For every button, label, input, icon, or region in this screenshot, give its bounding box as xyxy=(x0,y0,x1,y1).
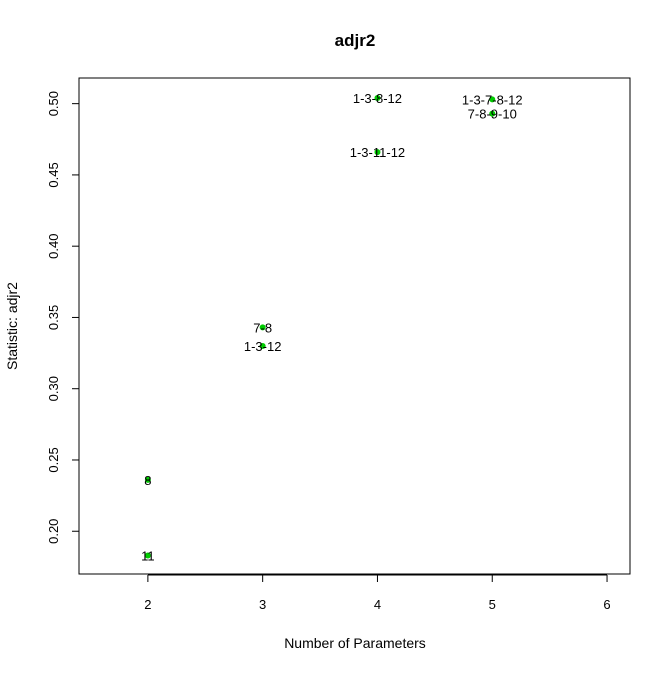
x-axis-label: Number of Parameters xyxy=(284,635,426,651)
point-label: 1-3-12 xyxy=(244,339,282,354)
x-tick-label: 6 xyxy=(603,597,610,612)
x-tick-label: 5 xyxy=(489,597,496,612)
point-label: 8 xyxy=(144,473,151,488)
y-tick-label: 0.25 xyxy=(46,447,61,472)
data-point xyxy=(144,552,151,559)
x-axis: 2 3 4 5 6 xyxy=(144,574,611,612)
x-tick-label: 4 xyxy=(374,597,381,612)
point-label: 1-3-11-12 xyxy=(350,145,405,160)
data-point xyxy=(374,149,381,156)
point-label: 1-3-8-12 xyxy=(353,91,402,106)
data-points: 8 11 7-8 1-3-12 1-3-8-12 1-3-11-12 1-3-7-8-127… xyxy=(141,91,522,564)
y-tick-label: 0.40 xyxy=(46,234,61,259)
y-tick-label: 0.35 xyxy=(46,305,61,330)
y-tick-label: 0.30 xyxy=(46,376,61,401)
y-tick-label: 0.45 xyxy=(46,162,61,187)
point-label: 7-8 xyxy=(253,320,272,335)
x-tick-label: 2 xyxy=(144,597,151,612)
point-label: 11 xyxy=(141,548,155,563)
point-label: 7-8-9-10 xyxy=(468,107,517,122)
data-point xyxy=(489,96,496,103)
y-tick-label: 0.20 xyxy=(46,519,61,544)
chart-title: adjr2 xyxy=(335,31,376,50)
data-point xyxy=(259,342,266,349)
data-point xyxy=(144,476,151,483)
y-tick-label: 0.50 xyxy=(46,91,61,116)
data-point xyxy=(259,324,266,331)
x-tick-label: 3 xyxy=(259,597,266,612)
data-point xyxy=(489,110,496,117)
data-point xyxy=(374,94,381,101)
point-label: 1-3-7-8-12 xyxy=(462,92,523,107)
y-axis-label: Statistic: adjr2 xyxy=(4,282,20,370)
y-axis: 0.20 0.25 0.30 0.35 0.40 0.45 0.50 xyxy=(46,91,80,544)
